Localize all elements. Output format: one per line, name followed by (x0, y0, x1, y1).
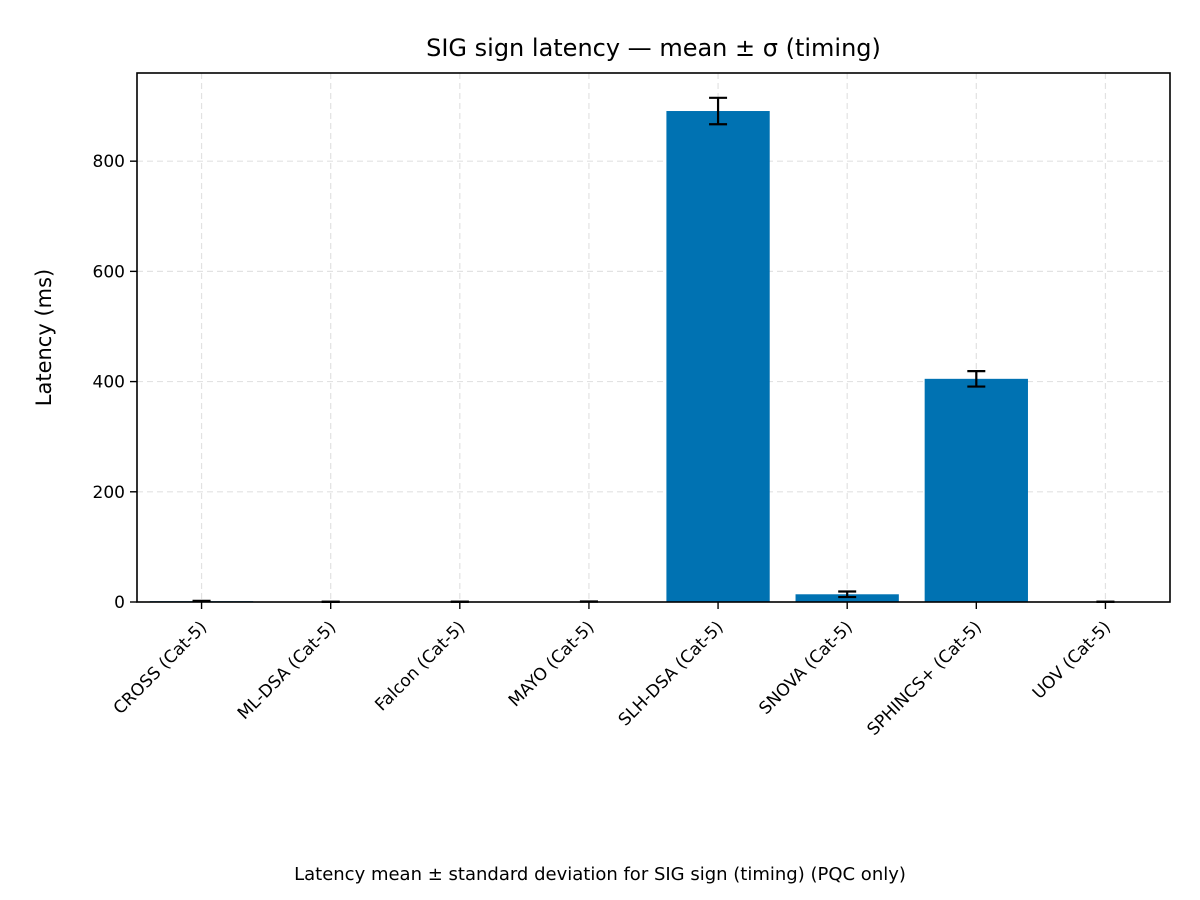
y-tick-label: 400 (93, 373, 125, 393)
bars (149, 111, 1158, 602)
x-tick-label: SPHINCS+ (Cat-5) (863, 617, 985, 739)
x-tick-label: SNOVA (Cat-5) (755, 617, 856, 718)
y-tick-label: 0 (114, 593, 125, 613)
y-axis-label: Latency (ms) (32, 269, 56, 406)
y-tick-label: 600 (93, 262, 125, 282)
chart-title: SIG sign latency — mean ± σ (timing) (426, 34, 881, 62)
x-tick-label: CROSS (Cat-5) (110, 617, 211, 718)
x-axis: CROSS (Cat-5) ML-DSA (Cat-5) Falcon (Cat-5… (110, 602, 1115, 740)
bar (795, 594, 899, 602)
bar (666, 111, 770, 602)
bar (924, 378, 1028, 602)
y-tick-label: 200 (93, 483, 125, 503)
figure-caption: Latency mean ± standard deviation for SI… (294, 864, 906, 885)
x-tick-label: Falcon (Cat-5) (371, 617, 469, 715)
y-tick-label: 800 (93, 152, 125, 172)
x-tick-label: MAYO (Cat-5) (505, 617, 599, 711)
y-axis: 0 200 400 600 800 (93, 152, 137, 613)
x-tick-label: UOV (Cat-5) (1029, 617, 1115, 703)
x-tick-label: ML-DSA (Cat-5) (234, 617, 340, 723)
x-tick-label: SLH-DSA (Cat-5) (615, 617, 728, 730)
plot-frame (136, 72, 1171, 603)
